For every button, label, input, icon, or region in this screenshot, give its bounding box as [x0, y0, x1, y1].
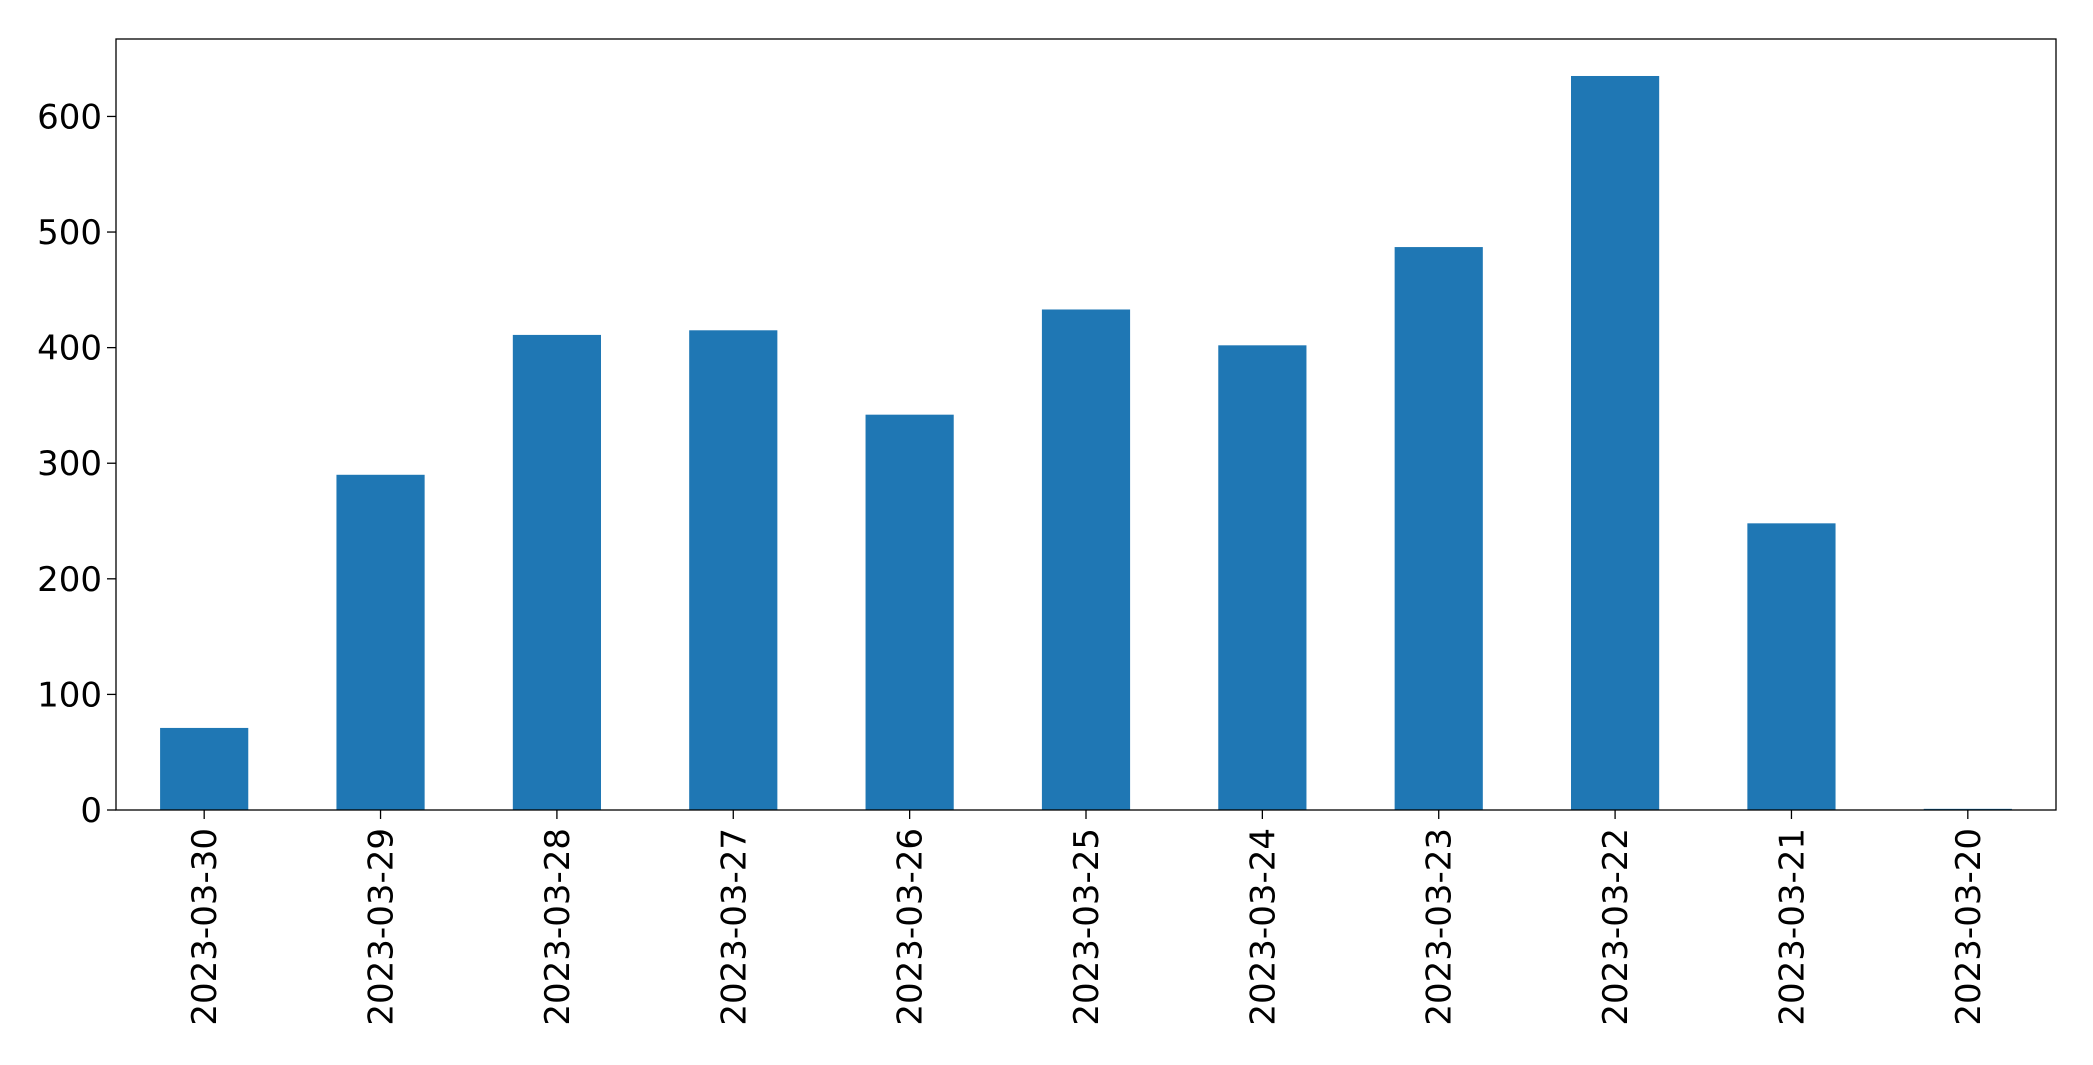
x-tick-label: 2023-03-21	[1772, 828, 1812, 1026]
y-tick-label: 400	[37, 329, 102, 369]
bars-group	[160, 75, 2012, 810]
x-tick-label: 2023-03-24	[1243, 828, 1283, 1026]
y-tick-label: 600	[37, 97, 102, 137]
bar-2023-03-22	[1571, 75, 1660, 810]
x-tick-label: 2023-03-25	[1067, 828, 1107, 1026]
bar-2023-03-26	[865, 414, 954, 810]
bar-2023-03-21	[1747, 523, 1836, 810]
y-tick-label: 500	[37, 213, 102, 253]
x-axis: 2023-03-30 2023-03-29 2023-03-28 2023-03-27…	[185, 810, 1989, 1026]
bar-2023-03-25	[1041, 309, 1131, 810]
bar-2023-03-28	[512, 334, 601, 810]
x-tick-label: 2023-03-22	[1596, 828, 1636, 1026]
bar-2023-03-30	[160, 727, 249, 810]
y-tick-label: 0	[80, 791, 102, 831]
y-tick-label: 100	[37, 675, 102, 715]
y-tick-label: 200	[37, 560, 102, 600]
x-tick-label: 2023-03-26	[891, 828, 931, 1026]
x-tick-label: 2023-03-30	[185, 828, 225, 1026]
x-tick-label: 2023-03-20	[1949, 828, 1989, 1026]
bar-2023-03-23	[1394, 247, 1483, 810]
x-tick-label: 2023-03-27	[714, 828, 754, 1026]
bar-2023-03-29	[336, 474, 425, 810]
bar-2023-03-27	[689, 330, 778, 810]
plot-frame	[115, 38, 2057, 811]
y-axis: 0 100 200 300 400 500 600	[37, 97, 116, 831]
x-tick-label: 2023-03-28	[538, 828, 578, 1026]
x-tick-label: 2023-03-29	[362, 828, 402, 1026]
y-tick-label: 300	[37, 444, 102, 484]
bar-2023-03-24	[1218, 345, 1307, 810]
x-tick-label: 2023-03-23	[1420, 828, 1460, 1026]
